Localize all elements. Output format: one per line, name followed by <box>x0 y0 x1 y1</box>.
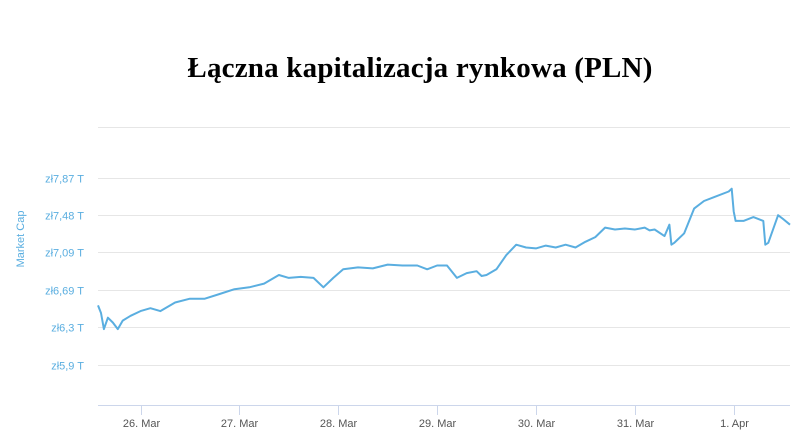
gridlines <box>98 127 790 366</box>
x-tick-label: 27. Mar <box>221 418 259 430</box>
y-tick-label: zł7,48 T <box>45 211 84 223</box>
x-tick-label: 29. Mar <box>419 418 457 430</box>
chart-title: Łączna kapitalizacja rynkowa (PLN) <box>187 52 653 84</box>
y-axis-ticks: zł7,87 T zł7,48 T zł7,09 T zł6,69 T zł6,3 T z… <box>45 174 84 373</box>
x-tick-label: 1. Apr <box>720 418 749 430</box>
x-tick-label: 30. Mar <box>518 418 556 430</box>
x-tick-label: 28. Mar <box>320 418 358 430</box>
y-tick-label: zł6,3 T <box>51 323 84 335</box>
x-axis: 26. Mar 27. Mar 28. Mar 29. Mar 30. Mar 31. M… <box>98 405 790 430</box>
y-tick-label: zł7,09 T <box>45 248 84 260</box>
series-line <box>97 187 791 331</box>
y-tick-label: zł6,69 T <box>45 286 84 298</box>
x-tick-label: 31. Mar <box>617 418 655 430</box>
y-tick-label: zł7,87 T <box>45 174 84 186</box>
x-tick-label: 26. Mar <box>123 418 161 430</box>
y-axis-label: Market Cap <box>15 211 27 268</box>
y-tick-label: zł5,9 T <box>51 361 84 373</box>
